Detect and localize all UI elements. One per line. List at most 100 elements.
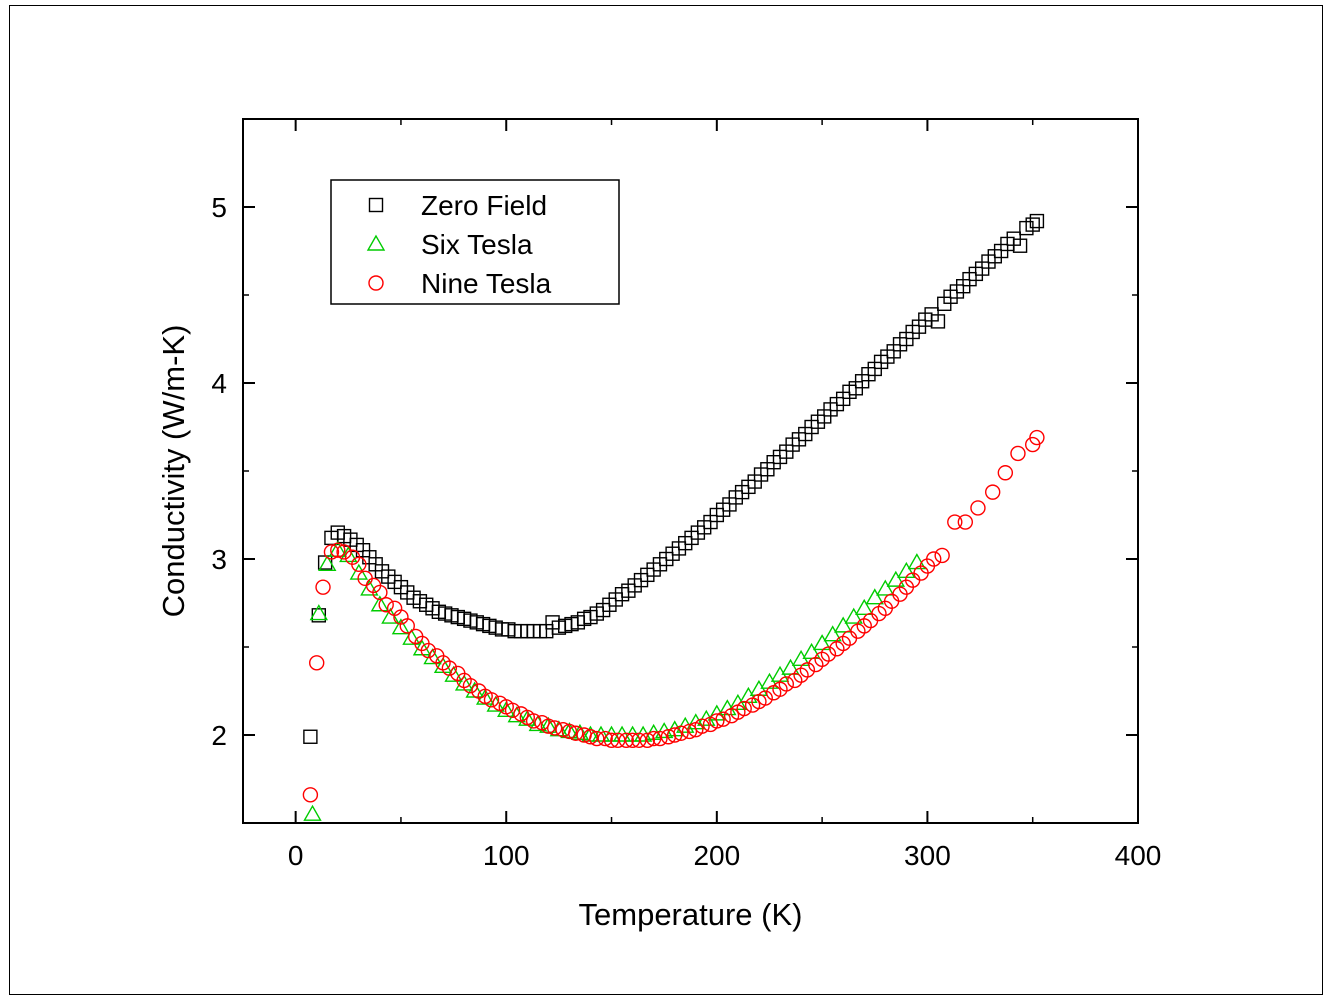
data-point: [303, 729, 318, 744]
series-nine-tesla: [302, 429, 1045, 803]
data-point: [624, 732, 641, 748]
data-point: [591, 725, 611, 742]
x-tick-label: 400: [1115, 840, 1162, 871]
data-point: [441, 660, 458, 676]
data-point: [781, 658, 800, 675]
data-point: [681, 723, 698, 740]
data-point: [504, 702, 521, 719]
series-six-tesla: [303, 540, 927, 821]
data-point: [612, 725, 632, 742]
data-point: [372, 584, 388, 601]
data-point: [462, 678, 479, 694]
data-point: [1010, 445, 1026, 462]
data-point: [309, 604, 329, 621]
data-point: [420, 642, 437, 659]
data-point: [1029, 213, 1045, 229]
data-point: [934, 547, 950, 564]
data-point: [330, 542, 346, 558]
data-point: [1025, 217, 1040, 232]
data-point: [984, 484, 1001, 500]
data-point: [357, 570, 373, 587]
data-point: [926, 551, 942, 567]
data-point: [525, 713, 542, 729]
data-point: [930, 314, 946, 329]
data-point: [823, 625, 842, 642]
y-tick-label: 3: [211, 544, 227, 575]
x-tick-label: 0: [288, 840, 304, 871]
data-point: [561, 723, 578, 740]
y-axis-title: Conductivity (W/m-K): [156, 325, 191, 618]
data-point: [318, 554, 337, 571]
data-point: [694, 718, 710, 734]
data-point: [970, 500, 986, 516]
data-point: [736, 700, 752, 717]
legend-label: Six Tesla: [421, 229, 533, 260]
x-tick-label: 200: [693, 840, 740, 871]
data-point: [947, 514, 963, 530]
data-point: [370, 595, 390, 612]
data-point: [351, 556, 367, 572]
y-tick-label: 4: [211, 368, 227, 399]
data-point: [568, 725, 584, 741]
data-point: [633, 725, 653, 742]
data-point: [540, 718, 557, 734]
data-point: [302, 787, 319, 803]
data-point: [399, 618, 415, 634]
legend-marker: [366, 234, 386, 251]
data-point: [339, 546, 358, 563]
data-point: [907, 553, 927, 570]
data-point: [610, 732, 626, 748]
data-point: [778, 676, 795, 692]
data-point: [639, 732, 656, 748]
y-tick-label: 2: [211, 720, 227, 751]
data-point: [360, 579, 379, 596]
data-point: [645, 730, 662, 747]
data-point: [876, 579, 895, 596]
data-point: [855, 598, 874, 615]
legend: Zero Field Six Tesla Nine Tesla: [330, 179, 620, 305]
series-zero-field: [303, 213, 1045, 744]
legend-marker: [368, 197, 384, 213]
data-point: [802, 642, 821, 659]
data-point: [309, 655, 325, 671]
data-point: [483, 692, 500, 708]
data-point: [444, 665, 463, 682]
data-point: [865, 588, 884, 605]
data-point: [618, 732, 634, 748]
data-point: [799, 662, 816, 678]
legend-label: Zero Field: [421, 190, 547, 221]
data-point: [886, 570, 906, 587]
data-point: [957, 514, 974, 530]
x-tick-label: 100: [483, 840, 530, 871]
data-point: [336, 544, 352, 560]
data-point: [757, 690, 773, 706]
data-point: [820, 646, 837, 662]
data-point: [709, 713, 725, 729]
data-point: [589, 730, 605, 747]
axes: 0 100 200 300 400 2 3 4 5 Temperature (K) Conducti…: [156, 119, 1161, 932]
data-point: [597, 730, 613, 747]
data-point: [582, 729, 599, 745]
data-point: [603, 732, 620, 748]
x-axis-title: Temperature (K): [579, 897, 803, 932]
data-point: [391, 618, 411, 635]
data-point: [997, 465, 1014, 481]
data-point: [667, 727, 683, 743]
data-point: [673, 725, 689, 741]
data-point: [323, 544, 340, 560]
data-point: [303, 804, 322, 821]
data-point: [315, 579, 331, 595]
data-point: [631, 732, 647, 748]
data-point: [423, 648, 442, 665]
legend-marker: [368, 275, 384, 291]
data-point: [844, 607, 863, 624]
series-layer: [302, 213, 1045, 821]
data-point: [654, 722, 674, 739]
data-point: [1012, 238, 1028, 253]
y-tick-label: 5: [211, 192, 227, 223]
data-point: [311, 608, 327, 623]
data-point: [1029, 429, 1045, 446]
data-point: [812, 634, 832, 651]
data-point: [715, 711, 731, 727]
